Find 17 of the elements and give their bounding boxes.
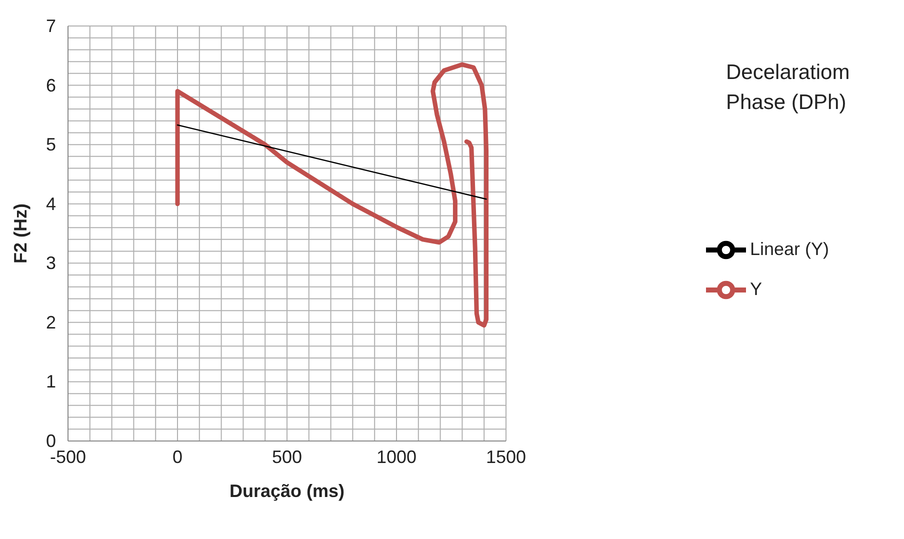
line-series — [175, 62, 489, 328]
y-tick-label: 4 — [46, 194, 56, 214]
y-tick-label: 5 — [46, 134, 56, 155]
y-tick-label: 1 — [46, 372, 56, 392]
x-axis-title: Duração (ms) — [229, 481, 345, 501]
legend-label: Y — [750, 278, 762, 298]
x-tick-label: 500 — [272, 447, 302, 467]
text: Decelaratiom Phase (DPh) — [726, 60, 851, 116]
legend-label: Linear (Y) — [750, 238, 830, 258]
x-tick-label: 0 — [172, 447, 183, 467]
x-tick-label: 1500 — [486, 447, 526, 467]
y-tick-label: 7 — [46, 16, 56, 36]
y-tick-label: 2 — [46, 312, 56, 332]
x-tick-label: 1000 — [376, 447, 417, 467]
y-axis-title: F2 (Hz) — [10, 204, 30, 264]
y-tick-label: 6 — [46, 75, 56, 96]
y-tick-label: 3 — [46, 253, 56, 274]
